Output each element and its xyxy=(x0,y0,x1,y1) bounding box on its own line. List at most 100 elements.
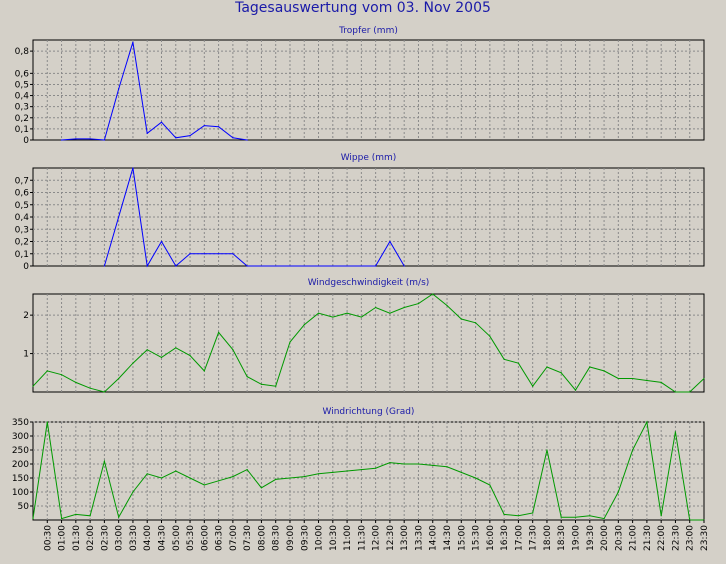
y-tick-label: 0,4 xyxy=(15,213,30,223)
data-point xyxy=(203,370,205,372)
x-tick-label: 20:30 xyxy=(614,525,624,551)
data-point xyxy=(346,470,348,472)
data-point xyxy=(389,312,391,314)
x-tick-label: 04:30 xyxy=(157,525,167,551)
data-point xyxy=(217,331,220,334)
data-point xyxy=(546,449,548,451)
x-tick-label: 08:30 xyxy=(272,525,282,551)
y-tick-label: 0,4 xyxy=(15,92,30,102)
y-tick-label: 0,1 xyxy=(15,125,29,135)
data-point xyxy=(232,476,234,478)
data-point xyxy=(132,41,134,43)
y-tick-label: 0,8 xyxy=(15,47,30,57)
data-point xyxy=(232,253,234,255)
data-point xyxy=(703,377,705,380)
data-point xyxy=(75,513,77,516)
data-point xyxy=(589,515,591,517)
data-point xyxy=(189,134,191,137)
x-tick-label: 03:30 xyxy=(129,525,139,551)
x-axis: 00:30 01:00 01:30 02:00 02:30 03:00 03:30 04:00… xyxy=(43,520,710,551)
data-point xyxy=(217,126,220,128)
y-tick-label: 0,5 xyxy=(15,80,29,90)
data-point xyxy=(389,462,391,464)
x-tick-label: 15:30 xyxy=(472,525,482,551)
data-point xyxy=(503,513,505,516)
x-tick-label: 22:30 xyxy=(671,525,681,551)
x-tick-label: 10:30 xyxy=(329,525,339,551)
data-point xyxy=(75,138,77,140)
data-point xyxy=(175,470,177,472)
data-point xyxy=(189,354,191,357)
data-point xyxy=(60,518,63,520)
data-point xyxy=(317,312,320,314)
data-point xyxy=(246,265,248,267)
y-tick-label: 100 xyxy=(12,488,29,498)
data-point xyxy=(546,366,548,368)
data-point xyxy=(246,469,248,471)
y-tick-label: 300 xyxy=(12,432,29,442)
data-point xyxy=(446,304,448,307)
data-point xyxy=(246,376,248,378)
x-tick-label: 10:00 xyxy=(315,525,325,551)
data-point xyxy=(103,139,105,141)
data-point xyxy=(175,137,177,139)
data-point xyxy=(603,370,605,372)
data-point xyxy=(332,316,334,318)
y-tick-label: 0,1 xyxy=(15,250,29,260)
data-point xyxy=(617,491,619,493)
data-point xyxy=(532,385,534,387)
data-point xyxy=(317,473,320,475)
y-tick-label: 350 xyxy=(12,418,29,428)
data-point xyxy=(403,265,405,267)
data-point xyxy=(189,253,191,255)
data-point xyxy=(360,469,362,471)
y-tick-label: 0,7 xyxy=(15,176,29,186)
x-tick-label: 17:30 xyxy=(529,525,539,551)
x-tick-label: 02:30 xyxy=(100,525,110,551)
plot-frame xyxy=(32,293,705,393)
x-tick-label: 22:00 xyxy=(657,525,667,551)
data-point xyxy=(532,512,534,514)
data-point xyxy=(474,477,477,479)
x-tick-label: 04:00 xyxy=(143,525,153,551)
series-line xyxy=(61,42,248,141)
data-point xyxy=(246,139,248,141)
data-point xyxy=(103,391,105,393)
data-point xyxy=(160,356,163,359)
data-point xyxy=(517,362,520,364)
data-point xyxy=(203,484,205,486)
data-point xyxy=(689,391,691,393)
data-point xyxy=(217,253,220,255)
data-point xyxy=(160,477,163,479)
data-point xyxy=(60,374,63,376)
data-point xyxy=(674,391,677,393)
data-point xyxy=(275,385,277,387)
data-point xyxy=(489,335,491,337)
data-point xyxy=(175,347,177,349)
data-point xyxy=(432,293,434,295)
chart-subtitle: Windgeschwindigkeit (m/s) xyxy=(308,278,430,288)
x-tick-label: 12:30 xyxy=(386,525,396,551)
data-point xyxy=(160,121,163,123)
data-point xyxy=(346,312,348,314)
y-tick-label: 0,3 xyxy=(15,103,29,113)
y-tick-label: 0 xyxy=(23,262,29,272)
data-point xyxy=(217,480,220,482)
data-point xyxy=(118,516,120,518)
data-point xyxy=(260,487,263,489)
data-point xyxy=(118,377,120,380)
plot-frame xyxy=(32,39,705,141)
data-point xyxy=(118,88,120,90)
data-point xyxy=(89,387,91,389)
chart-panel-4: 50 100 150 200 250 300 350 Windrichtung (Grad) xyxy=(12,407,705,521)
y-tick-label: 0,3 xyxy=(15,225,29,235)
x-tick-label: 03:00 xyxy=(115,525,125,551)
data-point xyxy=(375,467,377,469)
x-tick-label: 05:00 xyxy=(172,525,182,551)
data-point xyxy=(603,518,605,520)
x-tick-label: 09:30 xyxy=(300,525,310,551)
data-point xyxy=(632,449,634,451)
data-point xyxy=(403,463,405,465)
x-tick-label: 11:00 xyxy=(343,525,353,551)
plot-frame xyxy=(32,421,705,521)
